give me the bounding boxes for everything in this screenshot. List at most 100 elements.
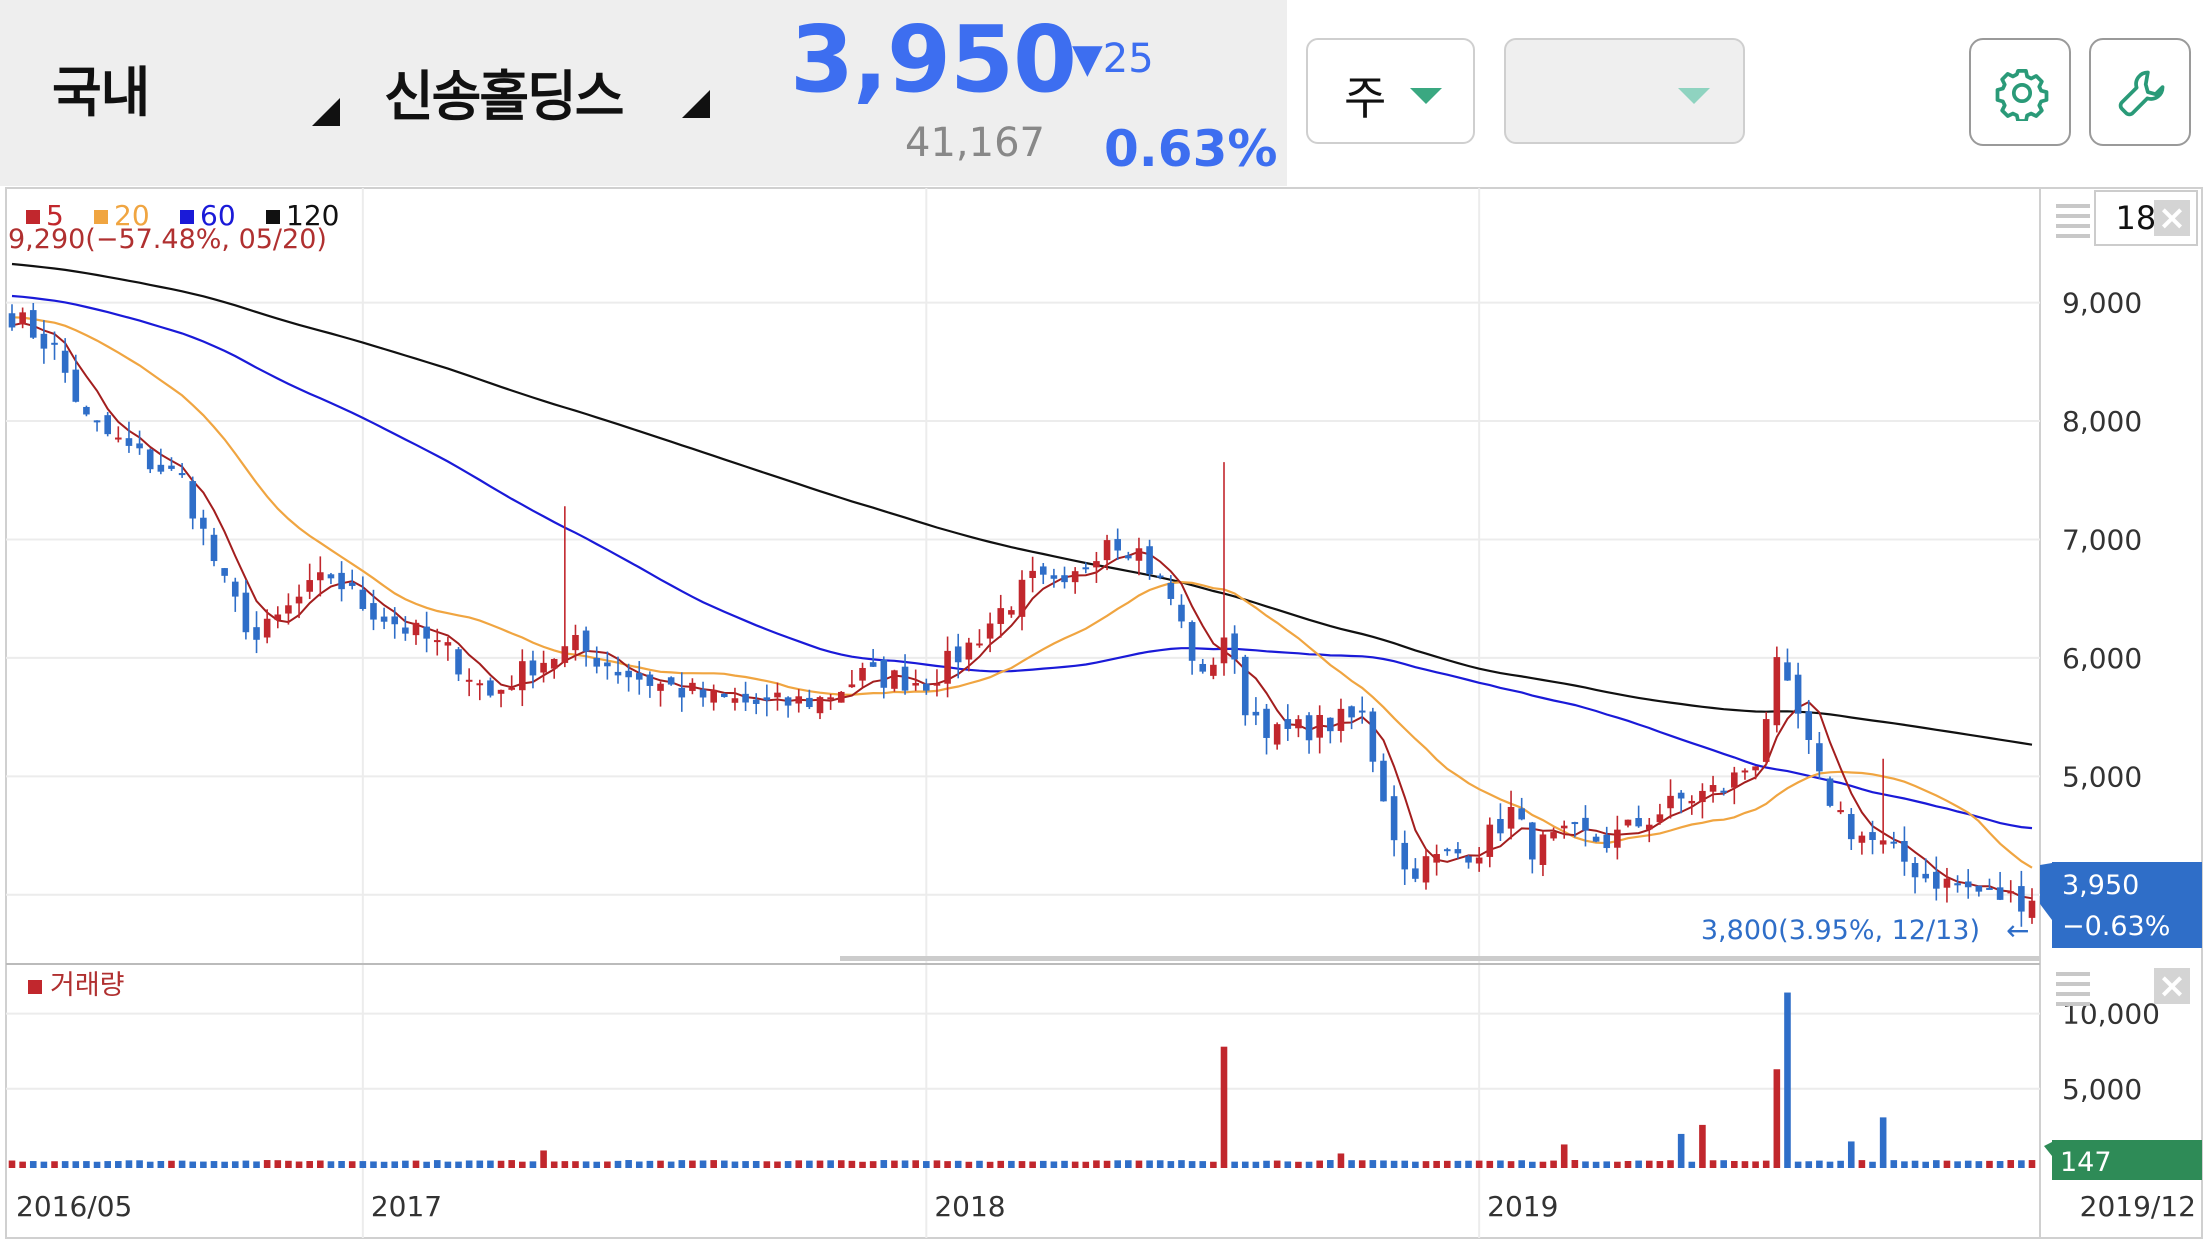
candle-body xyxy=(2028,900,2036,918)
volume-bar xyxy=(1018,1161,1026,1168)
indicator-dropdown[interactable] xyxy=(1504,38,1745,144)
price-tick-label: 6,000 xyxy=(2062,642,2142,675)
candle-body xyxy=(263,618,271,638)
volume-bar xyxy=(1879,1117,1887,1168)
volume-bar xyxy=(1529,1161,1536,1168)
volume-bar xyxy=(1964,1160,1972,1168)
volume-bar xyxy=(582,1161,590,1168)
candle-body xyxy=(1199,663,1207,672)
volume-bar xyxy=(1667,1160,1674,1168)
volume-bar xyxy=(1454,1160,1462,1168)
volume-bar xyxy=(1752,1161,1759,1168)
volume-bar xyxy=(784,1161,792,1168)
candle-body xyxy=(1443,849,1451,852)
candle-body xyxy=(1507,806,1515,829)
volume-panel-menu-icon[interactable] xyxy=(2056,972,2090,1006)
period-dropdown[interactable]: 주 xyxy=(1306,38,1475,144)
legend-label: 60 xyxy=(200,199,236,232)
candle-body xyxy=(1241,656,1249,716)
candle-body xyxy=(976,643,983,646)
stock-selector[interactable]: 신송홀딩스 xyxy=(384,65,624,128)
volume-bar xyxy=(61,1161,69,1168)
candle-body xyxy=(1954,883,1961,886)
candle-body xyxy=(1188,622,1196,661)
volume-bar xyxy=(891,1160,898,1168)
volume-bar xyxy=(391,1161,399,1168)
candle-body xyxy=(1879,840,1887,845)
volume-bar xyxy=(561,1161,569,1168)
volume-bar xyxy=(1273,1160,1281,1168)
volume-bar xyxy=(1103,1160,1111,1168)
candlesticks xyxy=(8,302,2036,927)
volume-bar xyxy=(529,1161,537,1168)
volume-bar xyxy=(848,1160,856,1168)
volume-bar xyxy=(1550,1160,1557,1168)
price-panel-menu-icon[interactable] xyxy=(2056,204,2090,238)
chart-scrollbar[interactable] xyxy=(840,956,2040,961)
candle-body xyxy=(146,449,154,470)
settings-button[interactable] xyxy=(1969,38,2071,146)
volume-bar xyxy=(1008,1160,1015,1168)
volume-bar xyxy=(465,1160,473,1168)
ma-line-20 xyxy=(11,316,2033,869)
volume-bar xyxy=(667,1161,675,1168)
trade-volume: 41,167 xyxy=(905,120,1045,166)
tools-button[interactable] xyxy=(2089,38,2191,146)
candle-body xyxy=(1794,674,1802,714)
volume-bar xyxy=(93,1161,101,1168)
volume-bar xyxy=(795,1160,803,1168)
market-selector[interactable]: 국내 xyxy=(52,61,150,124)
wrench-icon xyxy=(2118,70,2165,117)
candle-body xyxy=(508,687,515,690)
close-icon[interactable]: × xyxy=(2154,968,2190,1004)
volume-bar xyxy=(1188,1161,1196,1168)
volume-bar xyxy=(1614,1161,1621,1168)
candle-body xyxy=(1762,719,1770,762)
volume-bar xyxy=(763,1161,771,1168)
candle-body xyxy=(231,581,239,597)
candle-body xyxy=(997,608,1005,624)
candle-body xyxy=(423,626,430,639)
candle-body xyxy=(115,437,122,440)
market-dropdown-icon[interactable] xyxy=(312,98,340,126)
candle-body xyxy=(168,465,175,469)
chart-frame xyxy=(5,187,2203,1239)
volume-bar xyxy=(1156,1160,1164,1168)
volume-bar xyxy=(1571,1160,1579,1168)
candle-body xyxy=(550,659,558,669)
volume-bar xyxy=(1135,1160,1143,1168)
close-icon[interactable]: × xyxy=(2154,200,2190,236)
candle-body xyxy=(1592,836,1600,842)
volume-bar xyxy=(370,1161,377,1168)
volume-bar xyxy=(827,1160,834,1168)
time-tick-label: 2016/05 xyxy=(16,1190,132,1223)
volume-bar xyxy=(1114,1160,1121,1168)
stock-dropdown-icon[interactable] xyxy=(682,90,710,118)
volume-bar xyxy=(625,1160,632,1168)
volume-bar xyxy=(1305,1161,1313,1168)
volume-bar xyxy=(954,1160,962,1168)
candle-body xyxy=(954,646,962,663)
candle-body xyxy=(412,622,420,636)
volume-bar xyxy=(1231,1161,1238,1168)
volume-bar xyxy=(572,1161,579,1168)
candle-body xyxy=(200,517,207,529)
volume-bar xyxy=(1263,1160,1270,1168)
candle-body xyxy=(1125,555,1132,559)
candle-body xyxy=(880,659,888,688)
volume-bar xyxy=(1954,1161,1961,1168)
volume-bar xyxy=(1284,1161,1292,1168)
volume-bar xyxy=(1816,1160,1823,1168)
volume-bar xyxy=(550,1161,558,1168)
volume-bar xyxy=(986,1161,994,1168)
volume-bar xyxy=(689,1160,696,1168)
volume-bar xyxy=(2028,1160,2036,1168)
volume-bar xyxy=(1975,1161,1983,1168)
current-price-tag: 3,950 −0.63% xyxy=(2040,862,2202,948)
volume-bar xyxy=(412,1160,420,1168)
candle-body xyxy=(699,689,707,698)
volume-bar xyxy=(1241,1161,1249,1168)
volume-bar xyxy=(837,1160,845,1168)
candle-body xyxy=(1039,566,1047,575)
